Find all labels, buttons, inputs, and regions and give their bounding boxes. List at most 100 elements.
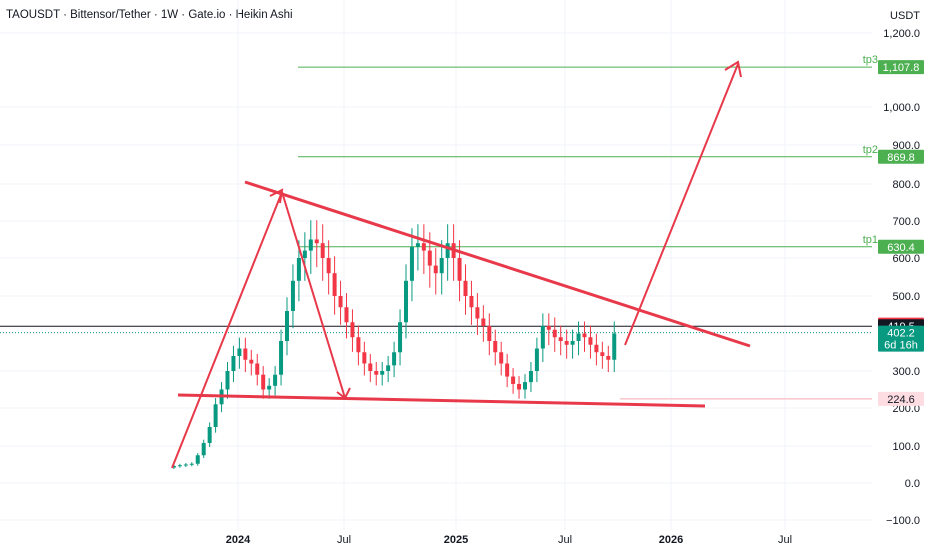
- candle-body: [439, 258, 444, 274]
- symbol-title: TAOUSDT · Bittensor/Tether · 1W · Gate.i…: [6, 9, 293, 21]
- candle-body: [273, 374, 278, 386]
- candle-body: [332, 273, 337, 296]
- drop-arrow: [281, 191, 346, 399]
- candle-body: [499, 352, 504, 364]
- candle-body: [308, 239, 313, 251]
- candle-body: [189, 463, 194, 465]
- drop-arrowhead: [336, 387, 351, 400]
- price-label-box: [878, 149, 924, 164]
- candle-body: [285, 311, 289, 341]
- candle-body: [386, 365, 391, 371]
- y-tick-label: 700.0: [892, 216, 920, 228]
- candle-body: [183, 464, 188, 466]
- x-tick-label: 2026: [659, 534, 683, 546]
- y-tick-label: 600.0: [892, 253, 920, 265]
- countdown-label: 6d 16h: [884, 340, 918, 352]
- candle-body: [344, 307, 349, 323]
- candle-body: [546, 326, 551, 330]
- candle-body: [302, 250, 307, 258]
- candle-body: [576, 333, 581, 341]
- candle-body: [505, 363, 510, 377]
- candle-body: [356, 337, 361, 353]
- candle-body: [201, 442, 206, 456]
- candle-body: [552, 329, 557, 338]
- candle-body: [237, 348, 242, 356]
- price-label-box: [878, 325, 924, 352]
- candle-body: [528, 371, 533, 383]
- candle-body: [421, 243, 426, 251]
- candle-body: [380, 371, 385, 375]
- candle-body: [249, 359, 254, 364]
- candle-body: [177, 465, 182, 467]
- candle-body: [290, 280, 295, 311]
- x-tick-label: Jul: [778, 534, 792, 546]
- candle-body: [463, 280, 468, 296]
- y-tick-label: 1,000.0: [883, 102, 920, 114]
- candle-body: [368, 363, 373, 371]
- x-tick-label: Jul: [558, 534, 572, 546]
- candle-body: [231, 356, 236, 371]
- x-tick-label: 2025: [444, 534, 468, 546]
- y-tick-label: 200.0: [892, 403, 920, 415]
- candle-body: [171, 465, 176, 468]
- y-tick-label: 100.0: [892, 441, 920, 453]
- candles: [171, 220, 617, 470]
- candle-body: [350, 322, 355, 338]
- price-label: 224.6: [887, 394, 915, 406]
- candle-body: [523, 382, 527, 390]
- price-label-box: [878, 391, 924, 406]
- price-label: 402.2: [887, 328, 915, 340]
- currency-label: USDT: [890, 10, 920, 22]
- candle-body: [558, 337, 563, 341]
- candle-body: [392, 352, 397, 366]
- candle-body: [261, 374, 266, 390]
- take-profit-lines: tp3 tp2 tp1: [0, 54, 878, 400]
- descending-trendline: [244, 180, 751, 348]
- candle-body: [600, 352, 605, 356]
- price-label: 630.4: [887, 242, 915, 254]
- price-axis: 1,200.0 1,000.0 900.0 800.0 700.0 600.0 500.0 3…: [883, 28, 920, 527]
- candle-body: [314, 239, 319, 244]
- candle-body: [415, 243, 420, 247]
- candle-body: [427, 250, 432, 266]
- candle-body: [570, 341, 575, 345]
- candle-body: [564, 341, 569, 345]
- y-tick-label: 0.0: [905, 478, 920, 490]
- support-line: [177, 393, 706, 408]
- time-axis: 2024 Jul 2025 Jul 2026 Jul: [226, 534, 792, 546]
- candle-body: [475, 307, 480, 319]
- candle-body: [195, 455, 200, 464]
- y-tick-label: 500.0: [892, 291, 920, 303]
- price-label-box: [878, 60, 924, 75]
- rally-arrowhead: [269, 188, 284, 204]
- candle-body: [493, 341, 498, 353]
- x-tick-label: Jul: [337, 534, 351, 546]
- tp-tag: tp3: [863, 54, 878, 66]
- candle-body: [612, 333, 617, 360]
- candle-body: [511, 376, 516, 384]
- candle-body: [487, 326, 492, 341]
- tp-tag: tp1: [863, 234, 878, 246]
- candle-body: [517, 383, 522, 390]
- grid: [0, 0, 872, 530]
- target-arrow: [624, 63, 739, 346]
- candle-body: [540, 326, 545, 349]
- candle-body: [338, 296, 343, 308]
- candle-body: [409, 246, 414, 281]
- y-tick-label: 1,200.0: [883, 28, 920, 40]
- candle-body: [279, 341, 284, 375]
- y-tick-label: 900.0: [892, 140, 920, 152]
- candle-body: [398, 322, 403, 353]
- price-label-box: [878, 239, 924, 254]
- price-label: 1,107.8: [883, 62, 920, 74]
- y-tick-label: −100.0: [886, 515, 920, 527]
- trend-drawings: [171, 60, 751, 469]
- y-tick-label: 300.0: [892, 366, 920, 378]
- target-arrowhead: [724, 60, 742, 78]
- candle-body: [469, 296, 474, 308]
- candle-body: [433, 265, 438, 274]
- candle-body: [534, 348, 539, 371]
- candle-body: [225, 371, 230, 390]
